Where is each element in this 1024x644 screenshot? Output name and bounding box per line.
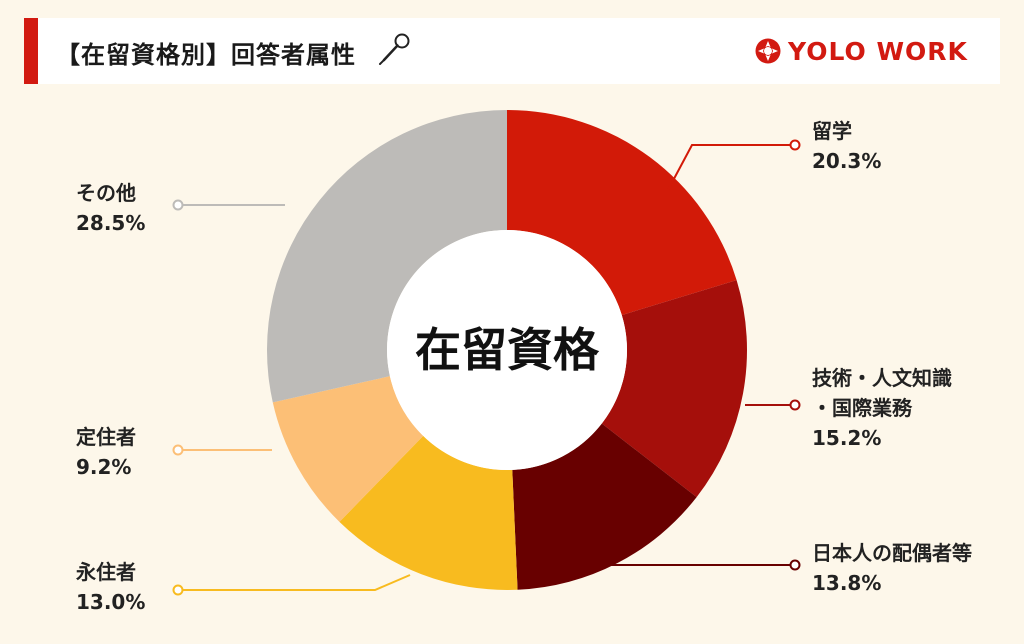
slice-label-name-line1: 技術・人文知識 [812, 366, 952, 390]
slice-label-value: 15.2% [812, 426, 882, 450]
center-label: 在留資格 [415, 323, 600, 377]
donut-slice-2 [512, 423, 697, 590]
logo-text: YOLO WORK [788, 36, 968, 66]
slice-label-other: その他 28.5% [76, 178, 145, 238]
slice-label-long-term: 定住者 9.2% [76, 422, 136, 482]
leader-dot-1 [789, 399, 801, 411]
donut-slice-1 [601, 280, 747, 498]
donut-center [387, 230, 627, 470]
leader-dot-2 [789, 559, 801, 571]
slice-label-value: 9.2% [76, 455, 132, 479]
slice-label-spouse: 日本人の配偶者等 13.8% [812, 538, 972, 598]
leader-line-3 [178, 574, 411, 591]
accent-bar [24, 18, 38, 84]
chart-header: 【在留資格別】回答者属性 YOLO WORK [24, 18, 1000, 84]
slice-label-name: 定住者 [76, 425, 136, 449]
leader-dot-4 [172, 444, 184, 456]
yolo-work-logo: YOLO WORK [754, 35, 968, 67]
slice-label-name: 留学 [812, 119, 852, 143]
leader-line-0 [667, 144, 795, 191]
slice-label-name: その他 [76, 181, 136, 205]
donut-slice-3 [339, 435, 518, 590]
slice-label-name: 永住者 [76, 560, 136, 584]
leader-dot-3 [172, 584, 184, 596]
slice-label-gijinkoku: 技術・人文知識 ・国際業務 15.2% [812, 363, 952, 453]
slice-label-value: 13.8% [812, 571, 882, 595]
donut-slice-4 [272, 376, 424, 522]
leader-dot-5 [172, 199, 184, 211]
donut-slice-0 [507, 110, 737, 316]
slice-label-value: 13.0% [76, 590, 146, 614]
slice-label-name-line2: ・国際業務 [812, 396, 912, 420]
slice-label-name: 日本人の配偶者等 [812, 541, 972, 565]
logo-mark-icon [755, 38, 781, 64]
slice-label-value: 28.5% [76, 211, 146, 235]
microphone-icon [379, 33, 410, 65]
leader-dot-0 [789, 139, 801, 151]
slice-label-ryugaku: 留学 20.3% [812, 116, 881, 176]
chart-title: 【在留資格別】回答者属性 [56, 41, 356, 69]
slice-label-permanent: 永住者 13.0% [76, 557, 145, 617]
slice-label-value: 20.3% [812, 149, 882, 173]
donut-slice-5 [266, 110, 507, 403]
